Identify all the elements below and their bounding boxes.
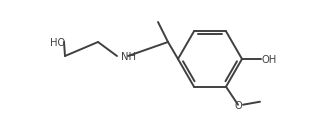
Text: OH: OH xyxy=(262,54,277,64)
Text: HO: HO xyxy=(50,38,65,48)
Text: O: O xyxy=(234,100,242,110)
Text: NH: NH xyxy=(121,52,135,61)
